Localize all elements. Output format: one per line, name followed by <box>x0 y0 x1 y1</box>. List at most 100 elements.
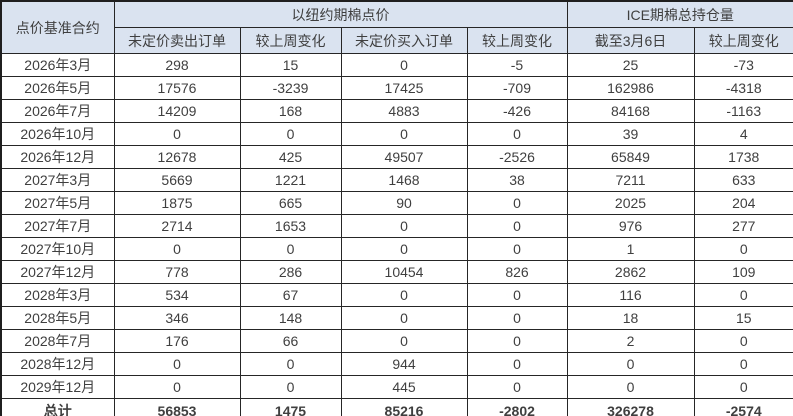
value-cell: 0 <box>113 122 241 146</box>
value-cell: 0 <box>239 122 342 146</box>
value-cell: 1653 <box>239 214 342 238</box>
sub-header-row: 未定价卖出订单 较上周变化 未定价买入订单 较上周变化 截至3月6日 较上周变化 <box>1 27 793 54</box>
value-cell: 49507 <box>340 145 468 169</box>
table-body: 2026年3月 298 15 0 -5 25 -73 2026年5月 17576 -3239 174… <box>0 53 793 416</box>
value-cell: 0 <box>466 214 568 238</box>
value-cell: 148 <box>239 306 342 330</box>
value-cell: 0 <box>340 283 468 307</box>
table-row: 2026年3月 298 15 0 -5 25 -73 <box>0 53 793 77</box>
contract-cell: 2028年12月 <box>0 352 115 376</box>
value-cell: 0 <box>340 237 468 261</box>
value-cell: 0 <box>466 237 568 261</box>
value-cell: 14209 <box>113 99 241 123</box>
total-cell: 1475 <box>239 398 342 416</box>
value-cell: -709 <box>466 76 568 100</box>
value-cell: 176 <box>113 329 241 353</box>
value-cell: 5669 <box>113 168 241 192</box>
value-cell: 12678 <box>113 145 241 169</box>
value-cell: 0 <box>340 214 468 238</box>
value-cell: 0 <box>113 375 241 399</box>
table-row: 2026年12月 12678 425 49507 -2526 65849 1738 <box>0 145 793 169</box>
value-cell: 66 <box>239 329 342 353</box>
table-row: 2028年7月 176 66 0 0 2 0 <box>0 329 793 353</box>
value-cell: 2025 <box>566 191 695 215</box>
col-header-unpriced-buy: 未定价买入订单 <box>340 27 468 54</box>
total-cell: 56853 <box>113 398 241 416</box>
col-header-wow-change-3: 较上周变化 <box>693 27 793 54</box>
value-cell: 2714 <box>113 214 241 238</box>
value-cell: 116 <box>566 283 695 307</box>
value-cell: 109 <box>693 260 793 284</box>
table-row: 2026年5月 17576 -3239 17425 -709 162986 -4318 <box>0 76 793 100</box>
total-cell: -2574 <box>693 398 793 416</box>
value-cell: -5 <box>466 53 568 77</box>
col-header-as-of-mar6: 截至3月6日 <box>566 27 695 54</box>
table-row: 2026年7月 14209 168 4883 -426 84168 -1163 <box>0 99 793 123</box>
contract-cell: 2027年12月 <box>0 260 115 284</box>
table-row: 2028年3月 534 67 0 0 116 0 <box>0 283 793 307</box>
value-cell: 0 <box>239 237 342 261</box>
value-cell: 0 <box>466 329 568 353</box>
col-header-wow-change-1: 较上周变化 <box>239 27 342 54</box>
total-cell: 326278 <box>566 398 695 416</box>
value-cell: 0 <box>239 375 342 399</box>
contract-cell: 2028年7月 <box>0 329 115 353</box>
value-cell: 445 <box>340 375 468 399</box>
col-header-wow-change-2: 较上周变化 <box>466 27 568 54</box>
value-cell: 10454 <box>340 260 468 284</box>
value-cell: 0 <box>340 306 468 330</box>
contract-cell: 2026年3月 <box>0 53 115 77</box>
value-cell: 534 <box>113 283 241 307</box>
contract-cell: 2026年7月 <box>0 99 115 123</box>
value-cell: 18 <box>566 306 695 330</box>
value-cell: 0 <box>693 237 793 261</box>
value-cell: 944 <box>340 352 468 376</box>
value-cell: 0 <box>340 122 468 146</box>
value-cell: 1468 <box>340 168 468 192</box>
value-cell: 425 <box>239 145 342 169</box>
value-cell: 0 <box>239 352 342 376</box>
contract-cell: 2027年10月 <box>0 237 115 261</box>
value-cell: -73 <box>693 53 793 77</box>
value-cell: 0 <box>466 283 568 307</box>
table-row: 2027年7月 2714 1653 0 0 976 277 <box>0 214 793 238</box>
value-cell: 286 <box>239 260 342 284</box>
value-cell: 15 <box>239 53 342 77</box>
total-row: 总计 56853 1475 85216 -2802 326278 -2574 <box>0 398 793 416</box>
value-cell: 15 <box>693 306 793 330</box>
value-cell: -1163 <box>693 99 793 123</box>
table-row: 2029年12月 0 0 445 0 0 0 <box>0 375 793 399</box>
value-cell: 0 <box>566 375 695 399</box>
value-cell: 0 <box>113 352 241 376</box>
table-row: 2027年3月 5669 1221 1468 38 7211 633 <box>0 168 793 192</box>
value-cell: 4 <box>693 122 793 146</box>
contract-cell: 2028年3月 <box>0 283 115 307</box>
value-cell: 826 <box>466 260 568 284</box>
value-cell: 17576 <box>113 76 241 100</box>
value-cell: 1221 <box>239 168 342 192</box>
value-cell: 90 <box>340 191 468 215</box>
col-header-unpriced-sell: 未定价卖出订单 <box>113 27 241 54</box>
value-cell: 277 <box>693 214 793 238</box>
contract-cell: 2028年5月 <box>0 306 115 330</box>
value-cell: 778 <box>113 260 241 284</box>
value-cell: 0 <box>566 352 695 376</box>
table-header: 点价基准合约 以纽约期棉点价 ICE期棉总持仓量 未定价卖出订单 较上周变化 未… <box>0 0 793 54</box>
value-cell: 298 <box>113 53 241 77</box>
contract-cell: 2026年12月 <box>0 145 115 169</box>
value-cell: 633 <box>693 168 793 192</box>
value-cell: 17425 <box>340 76 468 100</box>
value-cell: -426 <box>466 99 568 123</box>
value-cell: 0 <box>693 352 793 376</box>
value-cell: 67 <box>239 283 342 307</box>
value-cell: 0 <box>340 53 468 77</box>
value-cell: 346 <box>113 306 241 330</box>
table-row: 2027年12月 778 286 10454 826 2862 109 <box>0 260 793 284</box>
value-cell: 0 <box>466 191 568 215</box>
contract-cell: 2026年5月 <box>0 76 115 100</box>
value-cell: 0 <box>693 375 793 399</box>
total-label: 总计 <box>0 398 115 416</box>
value-cell: 0 <box>693 283 793 307</box>
